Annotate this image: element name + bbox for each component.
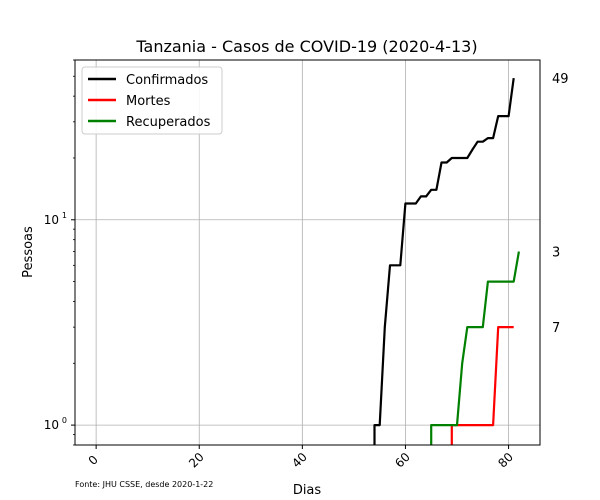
chart-title: Tanzania - Casos de COVID-19 (2020-4-13) [135,37,477,56]
x-axis-ticks: 0 20 40 60 80 [86,445,516,471]
y-tick-label: 10 [44,418,59,432]
y-tick-exponent: 0 [62,416,67,425]
y-tick-exponent: 1 [62,211,67,220]
x-tick-label: 20 [186,450,207,471]
x-axis-label: Dias [293,483,322,498]
series-line-confirmados [373,77,515,445]
final-value-labels: 49 7 3 [552,72,569,336]
legend-label: Recuperados [126,115,211,130]
x-tick-label: 40 [289,450,310,471]
final-value-label: 3 [552,246,560,261]
legend-label: Mortes [126,94,171,109]
series-layer [373,77,520,445]
legend-box [81,66,223,135]
x-tick-label: 60 [392,450,413,471]
y-axis-label: Pessoas [21,226,36,278]
x-tick-label: 80 [495,450,516,471]
plot-frame [74,59,541,446]
legend-label: Confirmados [126,73,208,88]
legend: Confirmados Mortes Recuperados [81,66,223,135]
source-note: Fonte: JHU CSSE, desde 2020-1-22 [75,480,213,489]
x-tick-label: 0 [86,453,101,468]
series-line-recuperados [430,251,520,445]
final-value-label: 7 [552,321,560,336]
final-value-label: 49 [552,72,569,87]
y-tick-label: 10 [44,213,59,227]
